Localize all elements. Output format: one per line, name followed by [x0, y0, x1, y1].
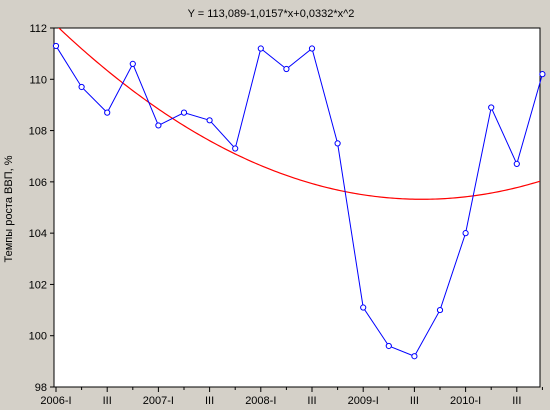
data-point — [52, 42, 60, 50]
y-tick-label: 110 — [29, 74, 47, 86]
y-tick-label: 108 — [29, 126, 47, 138]
x-tick-label: III — [410, 395, 419, 407]
data-point — [104, 109, 111, 116]
data-point — [385, 342, 392, 350]
data-point — [180, 109, 188, 116]
series-line — [55, 45, 543, 357]
y-tick-label: 104 — [29, 228, 47, 240]
data-point — [232, 145, 239, 152]
plot-area — [53, 27, 541, 388]
data-point — [155, 122, 162, 129]
x-tick-label: 2006-I — [40, 395, 71, 407]
trend-layer — [58, 28, 540, 200]
x-axis: 2006-I III 2007-I III 2008-I III 2009-I III 2010… — [40, 387, 543, 407]
y-axis: 98 100 102 104 106 108 110 112 — [29, 23, 54, 394]
x-tick-label: 2007-I — [143, 395, 174, 407]
x-tick-label: III — [307, 395, 316, 407]
data-point — [539, 71, 546, 78]
x-tick-label: III — [205, 395, 214, 407]
y-tick-label: 100 — [29, 331, 47, 343]
y-axis-label: Темпы роста ВВП, % — [3, 155, 15, 262]
trend-line — [58, 28, 540, 200]
data-point — [360, 304, 367, 311]
y-tick-label: 106 — [29, 177, 47, 189]
data-point — [206, 117, 213, 124]
data-point — [462, 230, 469, 237]
x-tick-label: 2010-I — [450, 395, 481, 407]
data-point — [257, 45, 264, 52]
data-point — [283, 65, 290, 73]
data-point — [308, 45, 316, 52]
chart-title: Y = 113,089-1,0157*x+0,0332*x^2 — [188, 8, 355, 20]
x-tick-label: III — [512, 395, 521, 407]
y-tick-label: 112 — [29, 23, 47, 35]
data-point — [411, 353, 418, 360]
data-point — [78, 83, 85, 91]
data-point — [436, 306, 444, 314]
y-tick-label: 98 — [35, 382, 47, 394]
data-point — [334, 140, 341, 147]
data-point — [488, 104, 495, 111]
series-layer — [52, 42, 546, 360]
data-point — [513, 160, 520, 168]
x-tick-label: 2009-I — [348, 395, 379, 407]
x-tick-label: III — [103, 395, 112, 407]
x-tick-label: 2008-I — [245, 395, 276, 407]
data-point — [129, 60, 136, 68]
y-tick-label: 102 — [29, 279, 47, 291]
